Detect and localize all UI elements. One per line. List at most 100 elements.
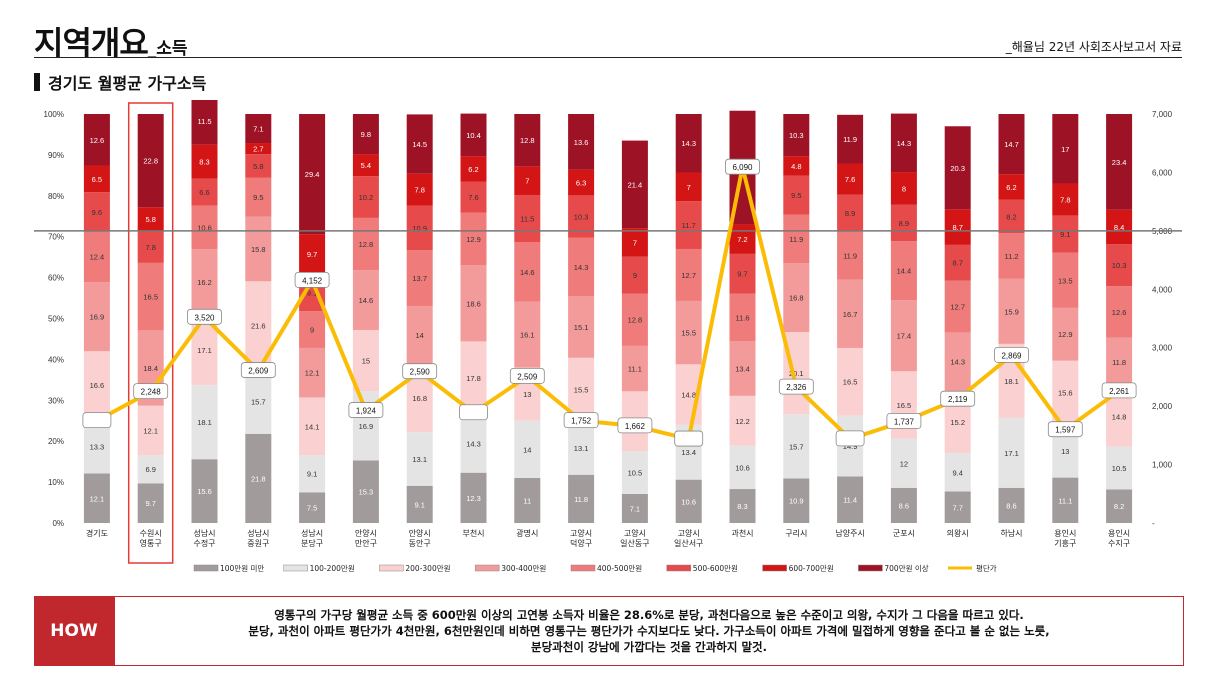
bar-segment (675, 300, 702, 365)
bar-segment (245, 143, 272, 155)
x-tick-label: 의왕시 (947, 528, 969, 538)
bar-segment (1106, 286, 1133, 338)
bar-value-label: 12.8 (359, 240, 374, 249)
bar-value-label: 11.5 (197, 117, 211, 126)
bar-segment (944, 244, 971, 281)
bar-value-label: 9.6 (92, 208, 102, 217)
price-point-label: 2,869 (1001, 351, 1022, 360)
bar-segment (352, 217, 379, 271)
how-description: 영통구의 가구당 월평균 소득 중 600만원 이상의 고연봉 소득자 비율은 … (114, 596, 1184, 666)
bar-segment (621, 345, 648, 392)
bar-value-label: 12.1 (143, 426, 158, 435)
bar-segment (837, 347, 864, 416)
bar-value-label: 9.1 (307, 470, 317, 479)
price-point-box (459, 404, 488, 421)
bar-segment (83, 351, 110, 420)
x-tick-label: 중원구 (247, 539, 269, 548)
y-left-tick-label: 100% (44, 110, 64, 119)
y-right-tick-label: 7,000 (1152, 110, 1173, 119)
y-left-tick-label: 90% (48, 151, 64, 160)
y-left-tick-label: 0% (52, 519, 64, 528)
x-tick-label: 분당구 (301, 538, 323, 548)
legend-label: 600-700만원 (789, 564, 834, 573)
bar-value-label: 7.6 (845, 175, 855, 184)
bar-value-label: 9 (633, 271, 637, 280)
bar-segment (729, 489, 756, 523)
legend-label: 400-500만원 (597, 564, 642, 573)
y-left-tick-label: 50% (48, 315, 64, 324)
bar-value-label: 12 (900, 459, 908, 468)
bar-segment (998, 417, 1025, 488)
bar-value-label: 14.3 (950, 358, 965, 367)
legend-swatch (379, 564, 404, 572)
bar-segment (83, 473, 110, 523)
bar-value-label: 6.6 (199, 188, 209, 197)
bar-value-label: 10.5 (628, 468, 643, 477)
bar-segment (675, 172, 702, 202)
bar-value-label: 11.2 (1004, 252, 1018, 261)
y-left-tick-label: 30% (48, 396, 64, 405)
bar-segment (460, 414, 487, 473)
bar-segment (944, 280, 971, 333)
bar-segment (352, 460, 379, 523)
bar-value-label: 18.1 (197, 418, 212, 427)
bar-value-label: 6.3 (576, 179, 586, 188)
bar-segment (621, 256, 648, 294)
bar-value-label: 9.4 (952, 468, 962, 477)
bar-segment (675, 479, 702, 523)
bar-value-label: 8 (902, 184, 906, 193)
bar-value-label: 9.1 (1060, 230, 1070, 239)
bar-value-label: 10.6 (735, 463, 750, 472)
bar-value-label: 12.1 (90, 494, 105, 503)
bar-value-label: 14.3 (466, 439, 481, 448)
bar-segment (1106, 114, 1133, 210)
section-title: 경기도 월평균 가구소득 (48, 74, 207, 93)
bar-value-label: 13.1 (412, 455, 427, 464)
bar-value-label: 8.9 (899, 219, 909, 228)
bar-value-label: 11.8 (574, 495, 588, 504)
bar-segment (352, 270, 379, 330)
bar-value-label: 10.6 (681, 497, 696, 506)
bar-value-label: 13.6 (574, 138, 589, 147)
how-line: 분당, 과천이 아파트 평단가가 4천만원, 6천만원인데 비하면 영통구는 평… (248, 624, 1050, 638)
x-tick-label: 구리시 (785, 529, 807, 538)
page-title: 지역개요_소득 (34, 18, 188, 64)
bar-value-label: 16.1 (520, 331, 535, 340)
x-tick-label: 용인시 (1054, 528, 1076, 538)
bar-segment (514, 242, 541, 302)
bar-value-label: 16.5 (897, 401, 912, 410)
bar-segment (137, 483, 164, 523)
x-tick-label: 고양시 (570, 529, 592, 538)
bar-value-label: 10.5 (1112, 464, 1127, 473)
bar-value-label: 9.5 (791, 191, 801, 200)
bar-value-label: 12.8 (628, 316, 643, 325)
bar-segment (1106, 337, 1133, 386)
bar-value-label: 7.2 (737, 235, 747, 244)
x-tick-label: 만안구 (355, 538, 377, 548)
bar-segment (245, 154, 272, 178)
bar-segment (621, 293, 648, 346)
bar-value-label: 9.7 (307, 250, 317, 259)
bar-value-label: 17.1 (197, 346, 212, 355)
bar-segment (406, 250, 433, 307)
bar-value-label: 11.7 (682, 221, 696, 230)
bar-segment (191, 205, 218, 249)
bar-segment (890, 438, 917, 488)
bar-value-label: 14.8 (1112, 412, 1127, 421)
y-right-tick-label: 3,000 (1152, 344, 1173, 353)
bar-segment (621, 493, 648, 523)
bar-value-label: 11.8 (1112, 358, 1126, 367)
legend-label: 평단가 (976, 563, 997, 573)
bar-value-label: 7.1 (253, 125, 263, 134)
bar-segment (837, 194, 864, 231)
bar-value-label: 9.5 (253, 193, 263, 202)
y-left-tick-label: 70% (48, 233, 64, 242)
bar-segment (621, 228, 648, 257)
price-point-label: 1,752 (571, 417, 592, 426)
bar-segment (944, 453, 971, 492)
bar-segment (83, 114, 110, 166)
price-point-label: 1,597 (1055, 426, 1076, 435)
y-right-tick-label: 6,000 (1152, 168, 1173, 177)
bar-value-label: 21.4 (628, 180, 643, 189)
source-note: _해율님 22년 사회조사보고서 자료 (1005, 40, 1182, 54)
